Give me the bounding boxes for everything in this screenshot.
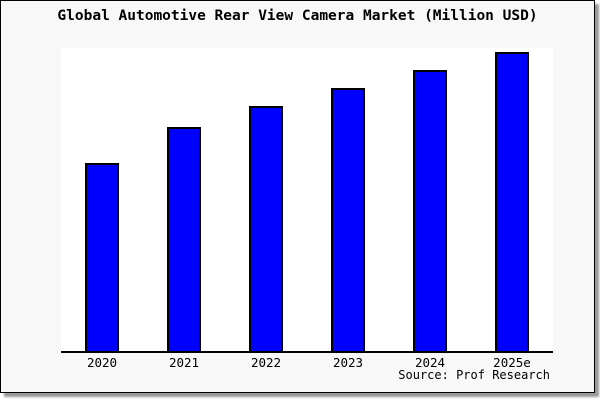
bar-2020 — [85, 162, 119, 351]
x-tick-label-2022: 2022 — [250, 355, 282, 370]
bar-slot-2022 — [225, 48, 307, 351]
bar-series — [61, 48, 553, 351]
chart-title: Global Automotive Rear View Camera Marke… — [57, 8, 538, 24]
x-axis-tick-labels: 2020 2021 2022 2023 2024 2025e — [61, 355, 553, 370]
x-tick-label-2021: 2021 — [168, 355, 200, 370]
bar-slot-2023 — [307, 48, 389, 351]
bar-2021 — [167, 127, 201, 351]
x-tick-label-2023: 2023 — [332, 355, 364, 370]
x-tick-label-2020: 2020 — [86, 355, 118, 370]
x-tick-label-2025e: 2025e — [493, 355, 531, 370]
bar-slot-2025e — [471, 48, 553, 351]
bar-slot-2020 — [61, 48, 143, 351]
chart-figure: Global Automotive Rear View Camera Marke… — [0, 0, 595, 393]
x-tick-label-2024: 2024 — [414, 355, 446, 370]
bar-slot-2024 — [389, 48, 471, 351]
bar-2024 — [413, 70, 447, 351]
bar-2023 — [331, 88, 365, 351]
plot-area — [61, 48, 553, 353]
bar-2022 — [249, 106, 283, 351]
bar-2025e — [495, 52, 529, 351]
bar-slot-2021 — [143, 48, 225, 351]
source-note: Source: Prof Research — [398, 368, 550, 382]
